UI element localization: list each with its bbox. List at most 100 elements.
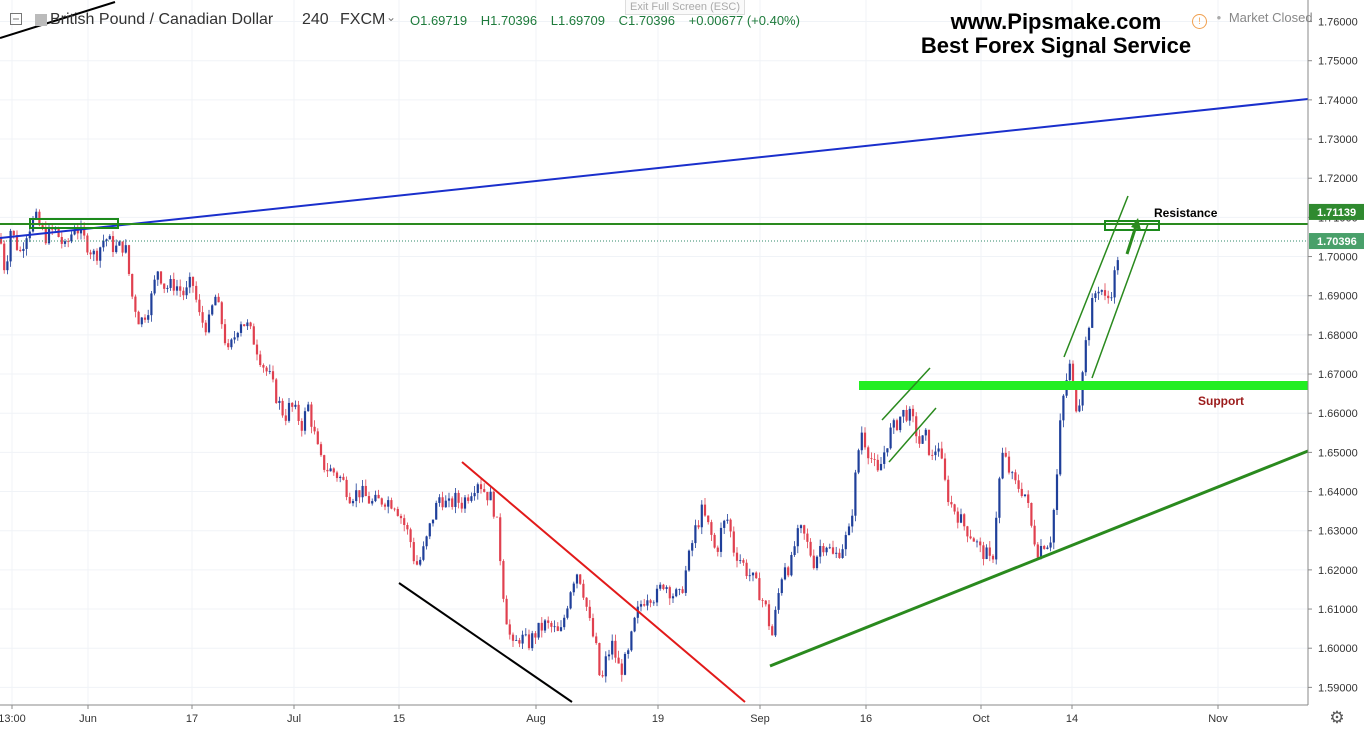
candle-body	[377, 494, 380, 499]
candle-body	[972, 538, 975, 542]
candle-body	[681, 589, 684, 593]
candle-body	[883, 452, 886, 464]
candle-body	[118, 241, 121, 246]
candle-body	[486, 491, 489, 501]
candle-body	[364, 485, 367, 497]
support-zone	[859, 381, 1308, 390]
channel-lower	[1091, 223, 1149, 379]
y-tick-label: 1.62000	[1318, 565, 1358, 577]
candle-body	[940, 448, 943, 459]
candle-body	[601, 675, 604, 677]
candle-body	[6, 261, 9, 271]
candle-body	[211, 305, 214, 315]
candle-body	[195, 285, 198, 300]
candle-body	[547, 620, 550, 623]
candle-body	[975, 541, 979, 543]
candle-body	[425, 536, 428, 547]
candle-body	[102, 240, 105, 248]
data-source[interactable]: FXCM	[340, 11, 386, 28]
resistance-zone-left	[29, 218, 119, 229]
candle-body	[374, 494, 377, 502]
candle-body	[134, 296, 137, 312]
candle-body	[1049, 542, 1052, 548]
gear-icon[interactable]: ⚙	[1329, 708, 1344, 727]
candle-body	[1107, 295, 1110, 299]
candle-body	[1075, 382, 1078, 412]
candle-body	[819, 546, 822, 557]
candle-body	[44, 227, 47, 244]
candle-body	[230, 339, 233, 348]
candle-body	[614, 640, 617, 658]
candle-body	[172, 279, 175, 291]
candle-body	[918, 436, 921, 444]
candle-body	[1087, 327, 1091, 341]
x-tick-label: 17	[186, 713, 198, 725]
candle-body	[236, 332, 239, 338]
candle-body	[150, 293, 153, 316]
candle-body	[243, 324, 246, 327]
status-dot-icon: •	[1216, 10, 1222, 25]
candle-body	[345, 479, 348, 498]
candle-body	[1103, 290, 1107, 296]
price-label-box	[1309, 233, 1364, 250]
y-tick-label: 1.75000	[1318, 56, 1358, 68]
candle-body	[739, 560, 742, 561]
candle-body	[76, 230, 79, 234]
candle-body	[329, 468, 332, 472]
chevron-down-icon[interactable]: ⌄	[386, 10, 397, 24]
candle-body	[995, 517, 998, 560]
candle-body	[585, 597, 588, 607]
collapse-icon[interactable]	[10, 12, 22, 30]
candle-body	[463, 497, 467, 509]
candle-body	[953, 504, 956, 512]
exit-fullscreen-button[interactable]: Exit Full Screen (ESC)	[625, 0, 746, 15]
candle-body	[447, 498, 451, 501]
price-label-text: 1.71139	[1317, 207, 1356, 219]
candle-body	[515, 640, 518, 641]
candle-body	[550, 622, 553, 627]
candle-body	[511, 634, 515, 641]
candle-body	[233, 337, 236, 340]
candle-body	[764, 600, 767, 605]
low-value: L1.69709	[550, 13, 605, 28]
candle-body	[812, 555, 815, 569]
candle-body	[566, 608, 569, 618]
candle-body	[70, 234, 73, 242]
candle-body	[758, 578, 761, 601]
ohlc-readout: O1.69719 H1.70396 L1.69709 C1.70396 +0.0…	[410, 13, 810, 28]
candle-body	[668, 587, 671, 599]
y-tick-label: 1.69000	[1318, 291, 1358, 303]
y-tick-label: 1.68000	[1318, 330, 1358, 342]
candle-body	[12, 230, 15, 236]
candle-body	[867, 447, 870, 459]
candle-body	[428, 523, 431, 537]
candle-body	[579, 574, 582, 584]
candle-body	[1062, 395, 1065, 421]
symbol-name[interactable]: British Pound / Canadian Dollar	[50, 11, 274, 28]
candle-body	[761, 600, 764, 601]
black-trendline-bottom	[398, 582, 573, 703]
branding: www.Pipsmake.com Best Forex Signal Servi…	[906, 10, 1206, 58]
candle-body	[86, 235, 89, 253]
candle-body	[543, 620, 547, 631]
candle-body	[319, 444, 323, 456]
candle-body	[684, 570, 687, 593]
interval[interactable]: 240	[302, 11, 329, 28]
candle-body	[924, 429, 927, 436]
support-label: Support	[1198, 394, 1244, 408]
candle-body	[467, 497, 470, 501]
candle-body	[748, 575, 751, 577]
x-tick-label: 14	[1066, 713, 1078, 725]
candle-body	[1043, 545, 1046, 549]
grid	[0, 0, 1308, 705]
candle-body	[473, 492, 476, 497]
candle-body	[806, 533, 809, 542]
y-tick-label: 1.72000	[1318, 173, 1358, 185]
candle-body	[287, 402, 291, 421]
y-tick-label: 1.76000	[1318, 17, 1358, 29]
candle-body	[777, 593, 780, 610]
candle-body	[201, 312, 204, 323]
candle-body	[278, 400, 281, 403]
